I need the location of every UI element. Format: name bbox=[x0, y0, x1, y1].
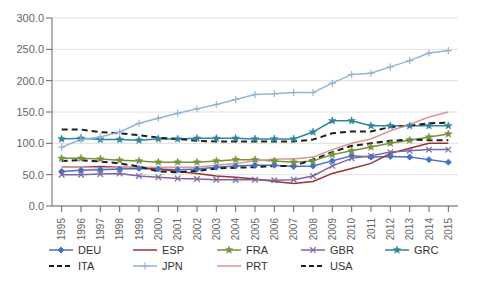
svg-text:1996: 1996 bbox=[76, 218, 87, 241]
html-text:DEU: DEU bbox=[78, 244, 102, 256]
svg-text:2009: 2009 bbox=[327, 218, 338, 241]
svg-text:1995: 1995 bbox=[56, 218, 67, 241]
svg-text:50.0: 50.0 bbox=[23, 169, 44, 181]
svg-text:2010: 2010 bbox=[346, 218, 357, 241]
svg-text:2014: 2014 bbox=[424, 218, 435, 241]
html-text:JPN: JPN bbox=[162, 260, 183, 272]
svg-text:100.0: 100.0 bbox=[16, 137, 44, 149]
svg-text:2015: 2015 bbox=[443, 218, 454, 241]
html-text:ESP: ESP bbox=[162, 244, 184, 256]
svg-text:150.0: 150.0 bbox=[16, 106, 44, 118]
svg-text:2002: 2002 bbox=[192, 218, 203, 241]
svg-text:2013: 2013 bbox=[404, 218, 415, 241]
html-text:GRC: GRC bbox=[414, 244, 439, 256]
svg-text:0.0: 0.0 bbox=[29, 200, 44, 212]
html-text:FRA: FRA bbox=[246, 244, 268, 256]
svg-text:1998: 1998 bbox=[114, 218, 125, 241]
svg-text:300.0: 300.0 bbox=[16, 12, 44, 24]
html-text:USA: USA bbox=[330, 260, 353, 272]
svg-text:2006: 2006 bbox=[269, 218, 280, 241]
svg-text:2000: 2000 bbox=[153, 218, 164, 241]
svg-text:2004: 2004 bbox=[230, 218, 241, 241]
svg-text:2008: 2008 bbox=[308, 218, 319, 241]
svg-text:2005: 2005 bbox=[250, 218, 261, 241]
svg-text:2011: 2011 bbox=[366, 218, 377, 240]
svg-text:2007: 2007 bbox=[288, 218, 299, 241]
svg-text:250.0: 250.0 bbox=[16, 43, 44, 55]
html-text:PRT: PRT bbox=[246, 260, 268, 272]
svg-text:2012: 2012 bbox=[385, 218, 396, 241]
svg-text:2001: 2001 bbox=[172, 218, 183, 241]
html-text:ITA: ITA bbox=[78, 260, 95, 272]
svg-text:200.0: 200.0 bbox=[16, 75, 44, 87]
svg-text:2003: 2003 bbox=[211, 218, 222, 241]
svg-text:1997: 1997 bbox=[95, 218, 106, 241]
svg-text:1999: 1999 bbox=[134, 218, 145, 241]
html-text:GBR: GBR bbox=[330, 244, 354, 256]
